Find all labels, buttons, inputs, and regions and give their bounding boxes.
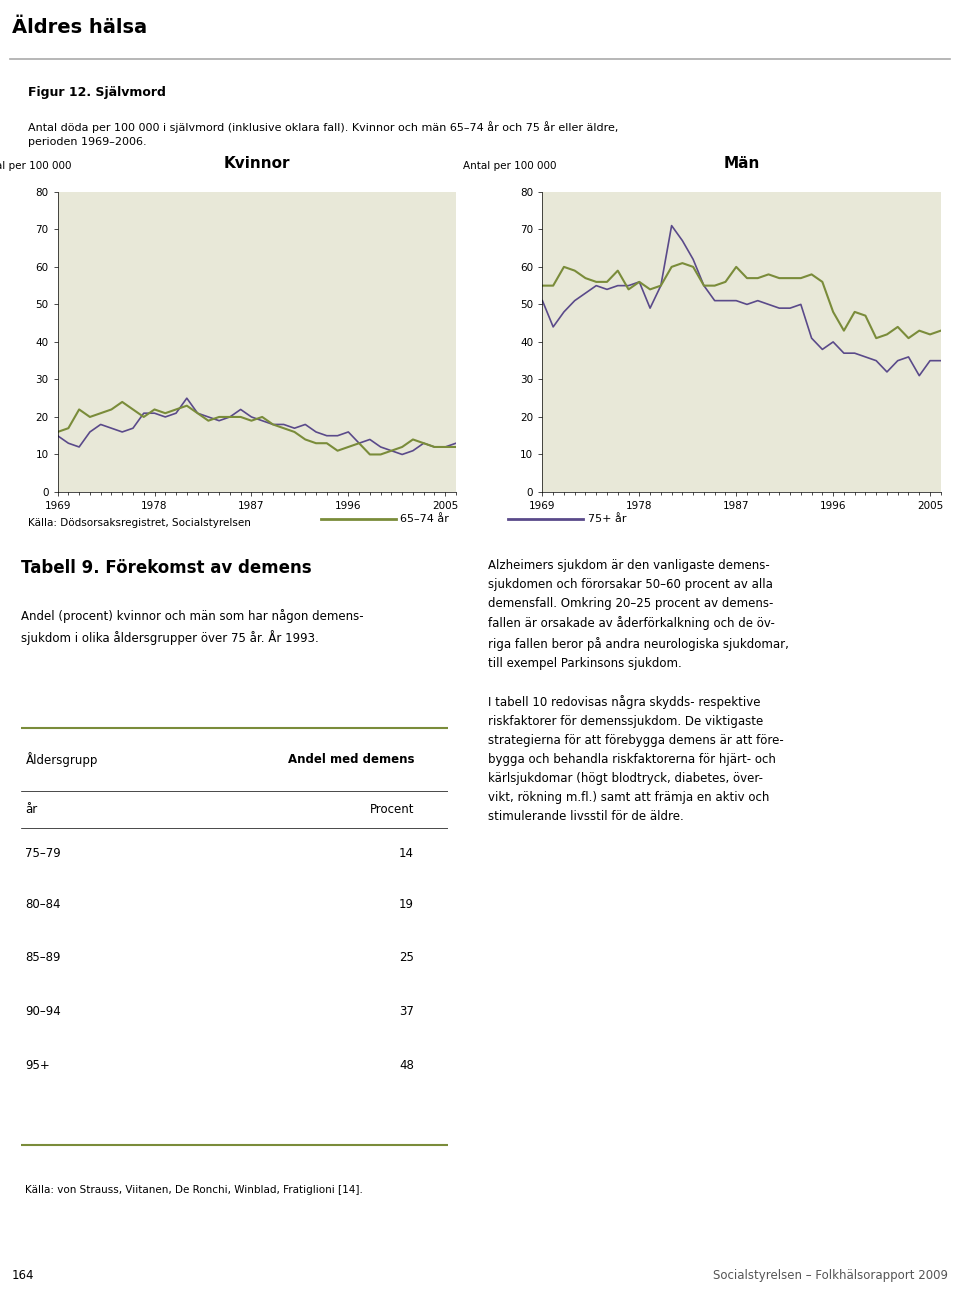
Text: 90–94: 90–94 <box>25 1005 61 1018</box>
Text: Män: Män <box>724 155 759 171</box>
Text: Tabell 9. Förekomst av demens: Tabell 9. Förekomst av demens <box>21 559 312 577</box>
Text: 48: 48 <box>399 1060 414 1073</box>
Text: 37: 37 <box>399 1005 414 1018</box>
Text: 19: 19 <box>399 898 414 911</box>
Text: Andel med demens: Andel med demens <box>288 753 414 766</box>
Text: 95+: 95+ <box>25 1060 50 1073</box>
Text: Antal per 100 000: Antal per 100 000 <box>463 161 556 171</box>
Text: Källa: von Strauss, Viitanen, De Ronchi, Winblad, Fratiglioni [14].: Källa: von Strauss, Viitanen, De Ronchi,… <box>25 1185 363 1195</box>
Text: 65–74 år: 65–74 år <box>400 514 449 525</box>
Text: 14: 14 <box>399 847 414 860</box>
Text: Socialstyrelsen – Folkhälsorapport 2009: Socialstyrelsen – Folkhälsorapport 2009 <box>713 1268 948 1282</box>
Text: Kvinnor: Kvinnor <box>224 155 290 171</box>
Text: Äldres hälsa: Äldres hälsa <box>12 18 147 37</box>
Text: Andel (procent) kvinnor och män som har någon demens-
sjukdom i olika åldersgrup: Andel (procent) kvinnor och män som har … <box>21 609 364 645</box>
Text: 25: 25 <box>399 951 414 964</box>
Text: 85–89: 85–89 <box>25 951 60 964</box>
Text: Källa: Dödsorsaksregistret, Socialstyrelsen: Källa: Dödsorsaksregistret, Socialstyrel… <box>29 518 252 529</box>
Text: år: år <box>25 803 37 816</box>
Text: Procent: Procent <box>370 803 414 816</box>
Text: 75+ år: 75+ år <box>588 514 626 525</box>
Text: Figur 12. Självmord: Figur 12. Självmord <box>29 86 166 99</box>
Text: Antal döda per 100 000 i självmord (inklusive oklara fall). Kvinnor och män 65–7: Antal döda per 100 000 i självmord (inkl… <box>29 121 619 146</box>
Text: Åldersgrupp: Åldersgrupp <box>25 752 98 766</box>
Text: 80–84: 80–84 <box>25 898 60 911</box>
Text: 75–79: 75–79 <box>25 847 61 860</box>
Text: Antal per 100 000: Antal per 100 000 <box>0 161 71 171</box>
Text: Alzheimers sjukdom är den vanligaste demens-
sjukdomen och förorsakar 50–60 proc: Alzheimers sjukdom är den vanligaste dem… <box>488 559 788 823</box>
Text: 164: 164 <box>12 1268 34 1282</box>
